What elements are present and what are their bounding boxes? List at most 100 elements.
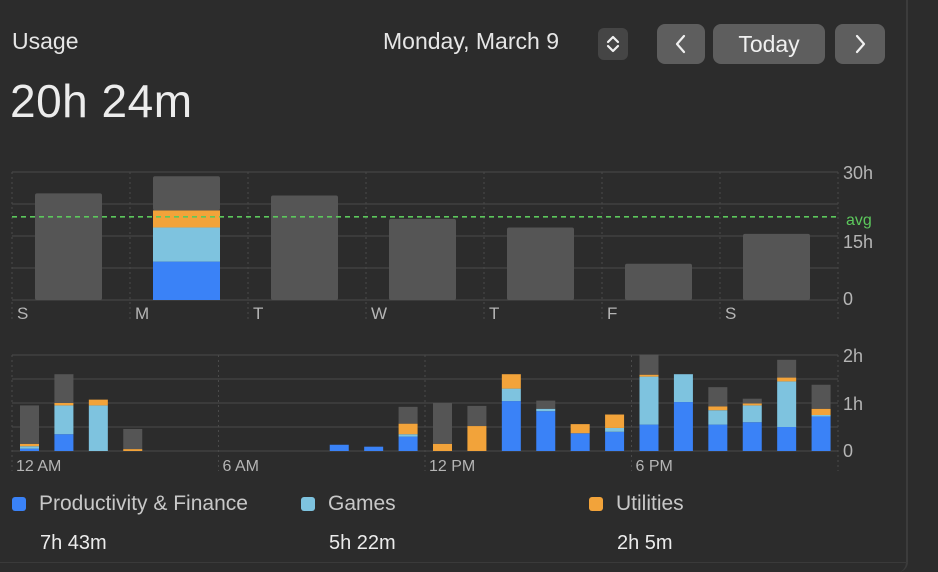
hourly-usage-chart[interactable]: 12 AM 6 AM 12 PM 6 PM 2h 1h 0 <box>0 340 900 480</box>
legend-utilities: Utilities <box>589 492 684 516</box>
hour-bar-utilities <box>605 414 625 428</box>
hour-bar-utilities <box>20 443 39 447</box>
hour-bar-utilities <box>639 374 659 377</box>
hour-label: 12 AM <box>16 458 61 475</box>
hour-bar-games <box>54 405 74 435</box>
hour-bar-utilities <box>570 424 590 434</box>
hour-bar-productivity <box>708 424 728 451</box>
day-bar-games <box>153 227 220 262</box>
hour-bar-games <box>708 410 728 425</box>
hour-bar-other <box>742 398 762 404</box>
average-label: avg <box>846 212 872 229</box>
hour-bar-utilities <box>433 443 452 451</box>
day-bar <box>507 227 574 300</box>
utilities-swatch <box>589 497 603 511</box>
window-bottom-edge <box>0 562 908 572</box>
hour-bar-games <box>88 405 108 451</box>
hour-bar-productivity <box>364 446 384 451</box>
hour-bar-productivity <box>742 422 762 451</box>
hour-bar-other <box>20 405 39 444</box>
next-day-button[interactable] <box>835 24 885 64</box>
hour-bar-utilities <box>777 377 797 382</box>
hour-bar-productivity <box>639 424 659 451</box>
hour-bar-games <box>20 446 39 449</box>
window-divider <box>906 0 908 562</box>
hour-bar-productivity <box>20 448 39 451</box>
day-bar <box>35 193 102 300</box>
day-bar-other <box>153 176 220 211</box>
hour-bar-games <box>536 408 556 412</box>
hour-bar-utilities <box>88 399 108 406</box>
day-label: W <box>371 304 387 323</box>
day-bar-utilities <box>153 210 220 228</box>
day-label: M <box>135 304 149 323</box>
hour-bar-games <box>777 381 797 427</box>
hour-bar-utilities <box>742 403 762 406</box>
chevron-right-icon <box>855 34 866 54</box>
hour-bar-games <box>398 434 418 437</box>
y-axis-label: 15h <box>843 232 873 252</box>
hour-bar-productivity <box>398 436 418 451</box>
previous-day-button[interactable] <box>657 24 705 64</box>
day-bar <box>271 195 338 300</box>
hour-bar-other <box>639 354 659 375</box>
hour-bar-productivity <box>777 427 797 451</box>
hour-bar-productivity <box>329 444 349 451</box>
day-label: S <box>17 304 28 323</box>
legend-games: Games <box>301 492 396 516</box>
hour-bar-utilities <box>501 374 521 389</box>
hour-label: 12 PM <box>429 458 475 475</box>
legend-productivity: Productivity & Finance <box>12 492 248 516</box>
hour-bar-games <box>811 415 831 417</box>
y-axis-label: 0 <box>843 289 853 309</box>
day-bar <box>389 218 456 300</box>
day-label: T <box>253 304 263 323</box>
hour-bar-productivity <box>54 434 74 451</box>
hour-bar-utilities <box>708 406 728 411</box>
hour-bar-utilities <box>811 408 831 415</box>
hour-bar-games <box>742 405 762 423</box>
hour-bar-other <box>398 406 418 424</box>
hour-bar-productivity <box>811 416 831 451</box>
hour-label: 6 PM <box>636 458 673 475</box>
y-axis-label: 2h <box>843 346 863 366</box>
hour-bar-utilities <box>54 403 74 406</box>
hour-bar-games <box>501 388 521 402</box>
games-total: 5h 22m <box>329 532 396 554</box>
total-usage: 20h 24m <box>10 75 193 127</box>
day-bar <box>625 263 692 300</box>
hour-label: 6 AM <box>223 458 259 475</box>
hour-bar-utilities <box>398 423 418 435</box>
day-label: S <box>725 304 736 323</box>
hour-bar-productivity <box>501 401 521 451</box>
chevron-left-icon <box>675 34 686 54</box>
day-bar <box>743 233 810 300</box>
hour-bar-other <box>811 384 831 409</box>
legend-label: Utilities <box>616 492 684 515</box>
hour-bar-utilities <box>467 426 487 451</box>
date-stepper[interactable] <box>598 28 628 60</box>
productivity-swatch <box>12 497 26 511</box>
hour-bar-productivity <box>536 411 556 451</box>
y-axis-label: 1h <box>843 394 863 414</box>
hour-bar-games <box>673 374 693 403</box>
hour-bar-other <box>433 403 452 444</box>
hour-bar-productivity <box>605 431 625 451</box>
hour-bar-utilities <box>123 449 143 451</box>
hour-bar-other <box>708 387 728 407</box>
hour-bar-productivity <box>570 433 590 451</box>
day-label: F <box>607 304 617 323</box>
hour-bar-productivity <box>673 402 693 451</box>
utilities-total: 2h 5m <box>617 532 673 554</box>
hour-bar-other <box>777 359 797 378</box>
day-bar-productivity <box>153 261 220 300</box>
date-label[interactable]: Monday, March 9 <box>383 28 559 54</box>
chevron-up-down-icon <box>606 35 620 53</box>
y-axis-label: 0 <box>843 441 853 461</box>
hour-bar-games <box>639 376 659 425</box>
legend-label: Games <box>328 492 396 515</box>
page-title: Usage <box>12 28 79 54</box>
today-button[interactable]: Today <box>713 24 825 64</box>
